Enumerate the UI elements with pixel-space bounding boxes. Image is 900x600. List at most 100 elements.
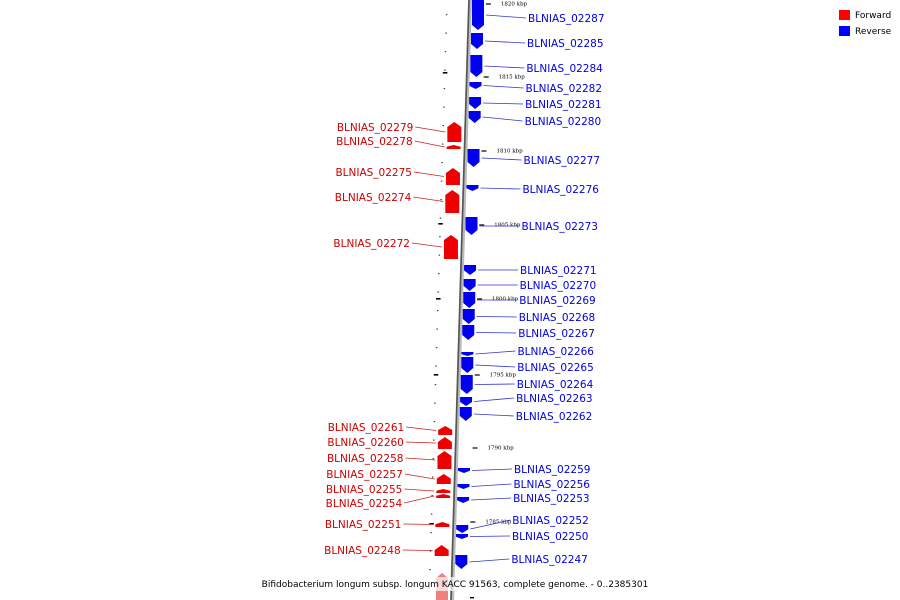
reverse-gene-leader: [483, 102, 524, 105]
forward-gene-leader: [404, 473, 435, 480]
guide-dot: [442, 125, 444, 127]
reverse-gene-arrow: [472, 0, 484, 30]
reverse-gene-label: BLNIAS_02285: [527, 38, 604, 50]
reverse-gene-arrow: [460, 397, 473, 406]
reverse-gene-label: BLNIAS_02253: [513, 493, 590, 505]
tick-label: 1790 kbp: [488, 446, 515, 452]
guide-dot: [434, 384, 437, 386]
reverse-gene-label: BLNIAS_02287: [528, 13, 605, 25]
reverse-gene-label: BLNIAS_02263: [516, 393, 593, 405]
forward-gene-leader: [402, 549, 433, 551]
reverse-gene-leader: [469, 558, 510, 563]
legend-label-reverse: Reverse: [855, 27, 892, 37]
guide-dash: [470, 597, 474, 599]
forward-gene-leader: [413, 196, 444, 202]
forward-gene-arrow: [435, 522, 450, 527]
reverse-gene-leader: [480, 187, 521, 190]
dotted-guide-marks: [428, 14, 474, 599]
forward-gene-leader: [405, 457, 436, 461]
guide-dot: [438, 254, 441, 256]
forward-gene-arrow: [437, 437, 452, 449]
reverse-gene-label: BLNIAS_02271: [520, 265, 597, 277]
guide-dot: [430, 532, 432, 534]
reverse-gene-label: BLNIAS_02247: [511, 554, 588, 566]
tick-label: 1820 kbp: [501, 2, 528, 8]
guide-dot: [437, 291, 440, 293]
guide-dot: [444, 51, 447, 53]
reverse-gene-arrow: [469, 82, 482, 89]
reverse-gene-arrow: [471, 33, 484, 49]
guide-dash: [429, 523, 434, 525]
guide-dot: [431, 476, 434, 478]
forward-gene-arrow: [447, 122, 462, 142]
reverse-gene-arrow: [461, 352, 474, 356]
forward-gene-leader: [406, 426, 437, 431]
reverse-gene-label: BLNIAS_02259: [514, 464, 591, 476]
forward-gene-arrow: [436, 494, 451, 498]
guide-dot: [445, 32, 447, 34]
forward-gene-arrow: [443, 235, 458, 259]
reverse-gene-arrow: [459, 407, 472, 421]
guide-dot: [432, 458, 435, 460]
forward-gene-label: BLNIAS_02257: [326, 469, 403, 481]
forward-gene-label: BLNIAS_02251: [325, 519, 402, 531]
reverse-gene-leader: [476, 332, 517, 334]
forward-gene-label: BLNIAS_02255: [326, 484, 403, 496]
reverse-gene-leader: [475, 350, 516, 355]
guide-dot: [440, 180, 443, 182]
guide-dot: [436, 328, 438, 330]
reverse-gene-label: BLNIAS_02276: [522, 184, 599, 196]
guide-dash: [442, 72, 448, 74]
forward-gene-leader: [405, 441, 436, 444]
reverse-gene-leader: [471, 468, 512, 471]
reverse-gene-arrow: [463, 292, 476, 308]
tick-label: 1810 kbp: [496, 149, 523, 155]
guide-dot: [430, 513, 433, 515]
reverse-gene-arrow: [457, 497, 470, 503]
map-caption: Bifidobacterium longum subsp. longum KAC…: [262, 580, 649, 590]
guide-dot: [435, 347, 438, 349]
guide-dash: [433, 374, 439, 376]
reverse-gene-label: BLNIAS_02277: [524, 155, 601, 167]
reverse-gene-arrow: [464, 265, 477, 275]
guide-dash: [436, 298, 441, 300]
reverse-gene-leader: [474, 397, 515, 402]
forward-gene-label: BLNIAS_02248: [324, 545, 401, 557]
reverse-gene-label: BLNIAS_02281: [525, 99, 602, 111]
reverse-gene-arrow: [462, 309, 475, 324]
reverse-gene-arrow: [465, 217, 478, 235]
reverse-gene-leader: [483, 85, 524, 89]
forward-gene-leader: [413, 171, 445, 177]
reverse-gene-leader: [485, 14, 527, 19]
forward-gene-arrow: [445, 168, 460, 185]
tick-label: 1795 kbp: [490, 373, 517, 379]
guide-dot: [429, 569, 431, 571]
reverse-gene-leader: [471, 497, 512, 501]
legend-swatch-forward: [839, 10, 850, 20]
reverse-gene-arrow: [455, 555, 468, 569]
reverse-gene-arrow: [468, 111, 481, 123]
reverse-gene-label: BLNIAS_02262: [516, 411, 593, 423]
guide-dot: [445, 14, 448, 16]
reverse-gene-arrow: [460, 375, 473, 394]
forward-gene-leader: [404, 488, 435, 492]
reverse-gene-label: BLNIAS_02273: [521, 221, 598, 233]
guide-dot: [440, 199, 442, 201]
forward-gene-arrow: [445, 190, 460, 213]
reverse-gene-label: BLNIAS_02267: [518, 328, 595, 340]
forward-gene-arrow: [438, 426, 453, 435]
guide-dot: [433, 421, 436, 423]
reverse-gene-arrow: [467, 149, 480, 167]
guide-dot: [435, 365, 437, 367]
reverse-gene-arrow: [469, 97, 482, 109]
forward-gene-arrow: [434, 545, 449, 556]
tick-label: 1815 kbp: [499, 75, 526, 81]
genome-axis: [450, 0, 472, 600]
reverse-gene-label: BLNIAS_02280: [525, 116, 602, 128]
reverse-gene-leader: [484, 65, 525, 69]
guide-dot: [441, 143, 444, 145]
guide-dot: [429, 550, 432, 552]
reverse-gene-label: BLNIAS_02282: [526, 83, 603, 95]
guide-dot: [444, 69, 446, 71]
